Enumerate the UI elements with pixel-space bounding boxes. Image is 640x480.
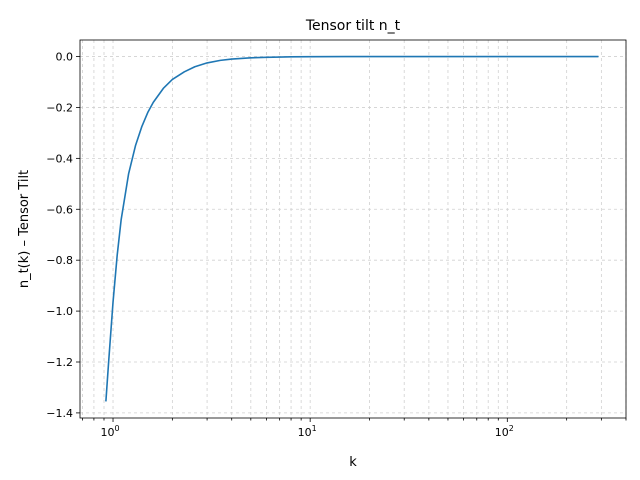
series-layer (105, 55, 599, 402)
y-tick-label: −0.4 (46, 152, 73, 165)
grid-layer (80, 40, 627, 418)
y-tick-label: −1.4 (46, 407, 73, 420)
y-tick-label: −1.2 (46, 356, 73, 369)
y-axis-label: n_t(k) – Tensor Tilt (17, 170, 32, 288)
x-tick-label: 101 (298, 424, 317, 439)
y-tick-label: −0.6 (46, 203, 73, 216)
y-tick-label: −1.0 (46, 305, 73, 318)
x-tick-label: 100 (100, 424, 119, 439)
chart-title: Tensor tilt n_t (305, 18, 401, 34)
y-tick-label: 0.0 (56, 51, 74, 64)
y-tick-label: −0.8 (46, 254, 73, 267)
x-tick-label: 102 (495, 424, 514, 439)
series-line (105, 55, 599, 402)
tick-layer: 0.0 −0.2 −0.4 −0.6 −0.8 −1.0 −1.2 −1.4 100 101 102 (46, 51, 627, 439)
plot-frame (79, 39, 627, 419)
y-tick-label: −0.2 (46, 101, 73, 114)
x-axis-label: k (349, 455, 357, 470)
